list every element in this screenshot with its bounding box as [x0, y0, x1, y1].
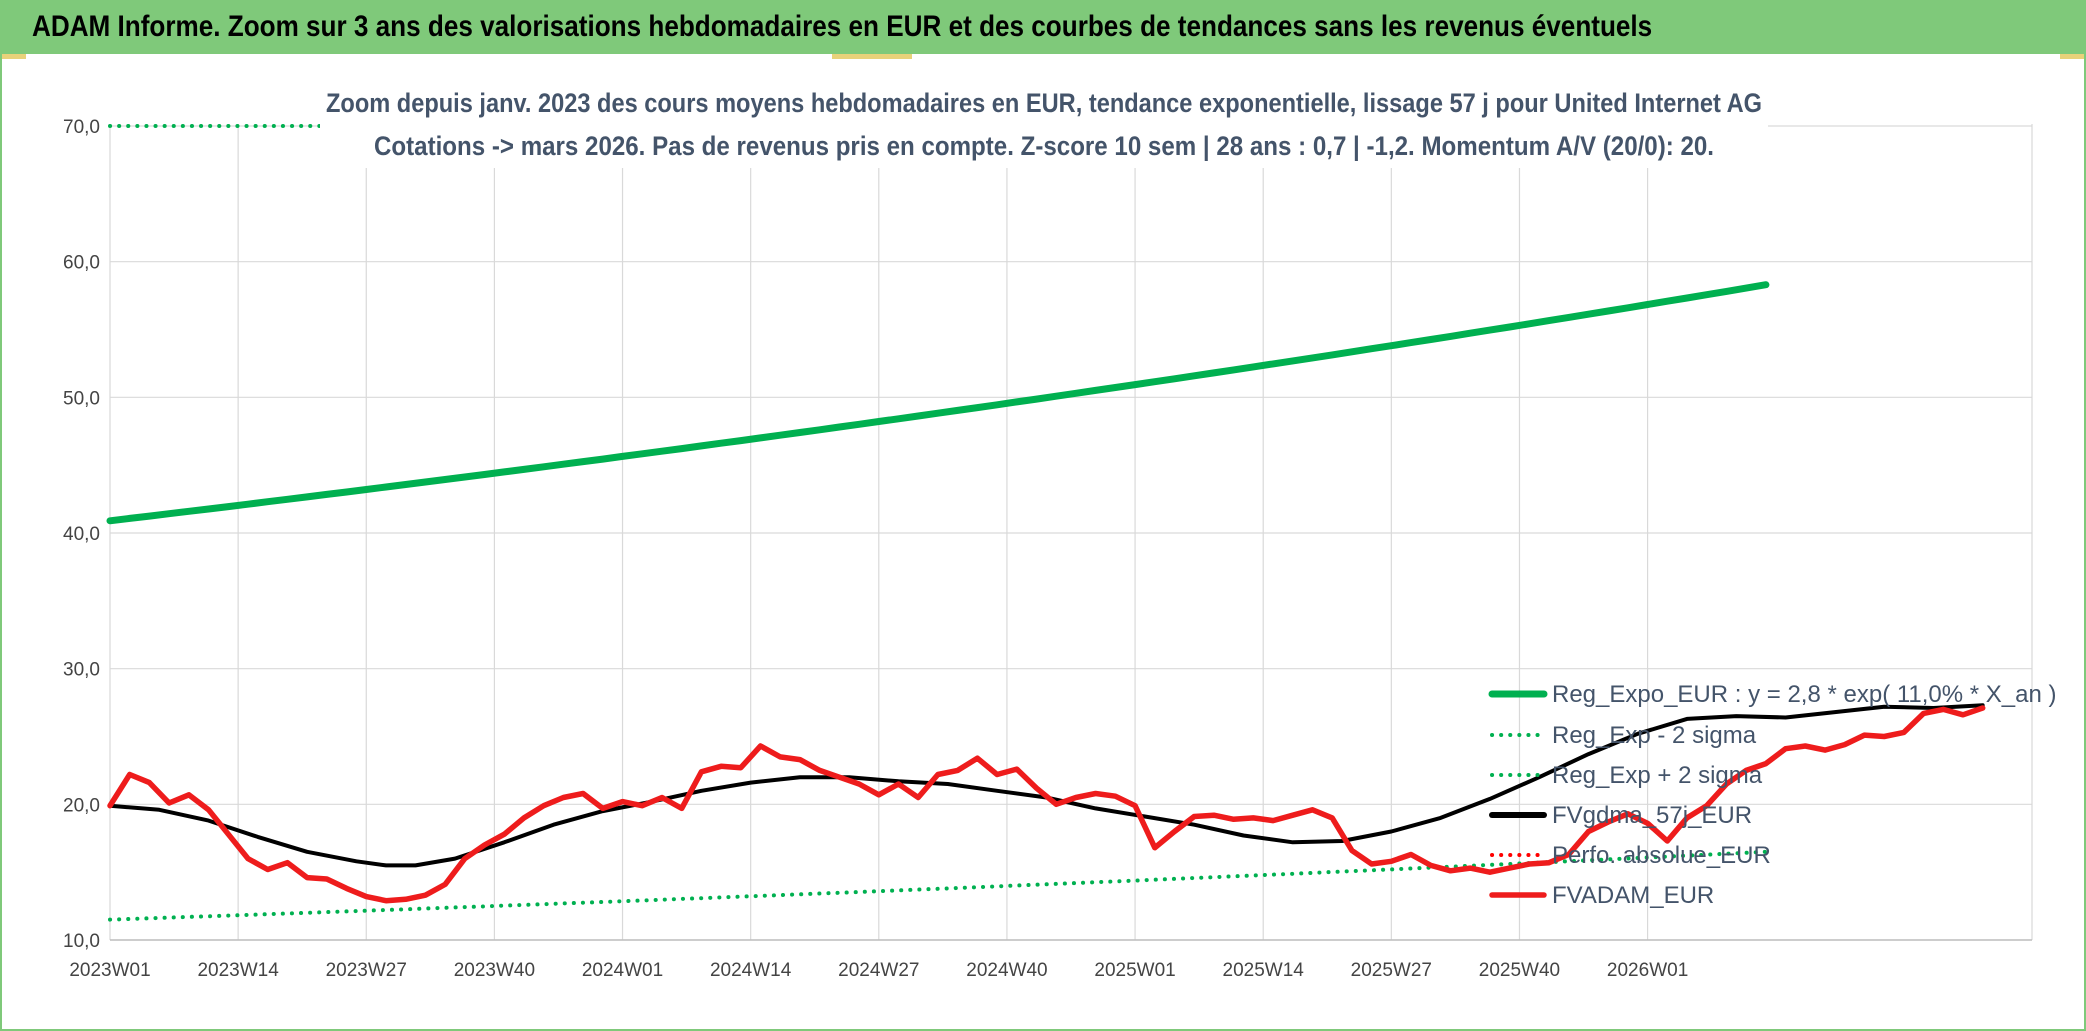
x-tick-label: 2023W40: [454, 960, 535, 981]
x-tick-label: 2023W27: [326, 960, 407, 981]
x-tick-label: 2023W01: [69, 960, 150, 981]
legend-label-1: Reg_Exp - 2 sigma: [1552, 722, 1757, 749]
chart-title-line1: Zoom depuis janv. 2023 des cours moyens …: [326, 88, 1762, 118]
legend-label-5: FVADAM_EUR: [1552, 882, 1714, 909]
legend-label-2: Reg_Exp + 2 sigma: [1552, 762, 1763, 789]
y-tick-label: 20,0: [63, 795, 100, 816]
header-bar: ADAM Informe. Zoom sur 3 ans des valoris…: [2, 2, 2084, 54]
series-line-0: [106, 281, 1770, 525]
corner-mark-left: [2, 54, 26, 59]
x-tick-label: 2024W27: [838, 960, 919, 981]
x-tick-label: 2025W14: [1223, 960, 1305, 981]
x-tick-label: 2024W14: [710, 960, 792, 981]
chart-title-line2: Cotations -> mars 2026. Pas de revenus p…: [374, 131, 1714, 161]
y-tick-label: 10,0: [63, 931, 100, 952]
corner-mark-right: [2060, 54, 2084, 59]
legend: Reg_Expo_EUR : y = 2,8 * exp( 11,0% * X_…: [1488, 681, 2057, 909]
x-tick-label: 2026W01: [1607, 960, 1688, 981]
x-tick-label: 2024W01: [582, 960, 663, 981]
x-tick-label: 2023W14: [197, 960, 279, 981]
y-tick-label: 70,0: [63, 117, 100, 138]
legend-label-3: FVgdma_57j_EUR: [1552, 802, 1752, 829]
axis-labels: 10,0 20,0 30,0 40,0 50,0 60,0 70,0 2023W01 2023W…: [63, 117, 1688, 981]
x-tick-label: 2025W01: [1094, 960, 1175, 981]
title-background: [320, 80, 1768, 168]
y-tick-label: 30,0: [63, 660, 100, 681]
x-tick-label: 2025W27: [1351, 960, 1432, 981]
y-tick-label: 40,0: [63, 524, 100, 545]
series-line-5: [107, 705, 1986, 904]
series-layer: [106, 124, 1986, 922]
x-tick-label: 2024W40: [966, 960, 1047, 981]
series-line-1: [108, 849, 1768, 922]
y-tick-label: 50,0: [63, 388, 100, 409]
series-line-3: [108, 703, 1985, 868]
corner-mark-center: [832, 54, 912, 59]
y-tick-label: 60,0: [63, 253, 100, 274]
legend-label-4: Perfo. absolue_EUR: [1552, 842, 1771, 869]
page-title: ADAM Informe. Zoom sur 3 ans des valoris…: [32, 10, 1653, 43]
x-tick-label: 2025W40: [1479, 960, 1560, 981]
legend-label-0: Reg_Expo_EUR : y = 2,8 * exp( 11,0% * X_…: [1552, 681, 2057, 708]
